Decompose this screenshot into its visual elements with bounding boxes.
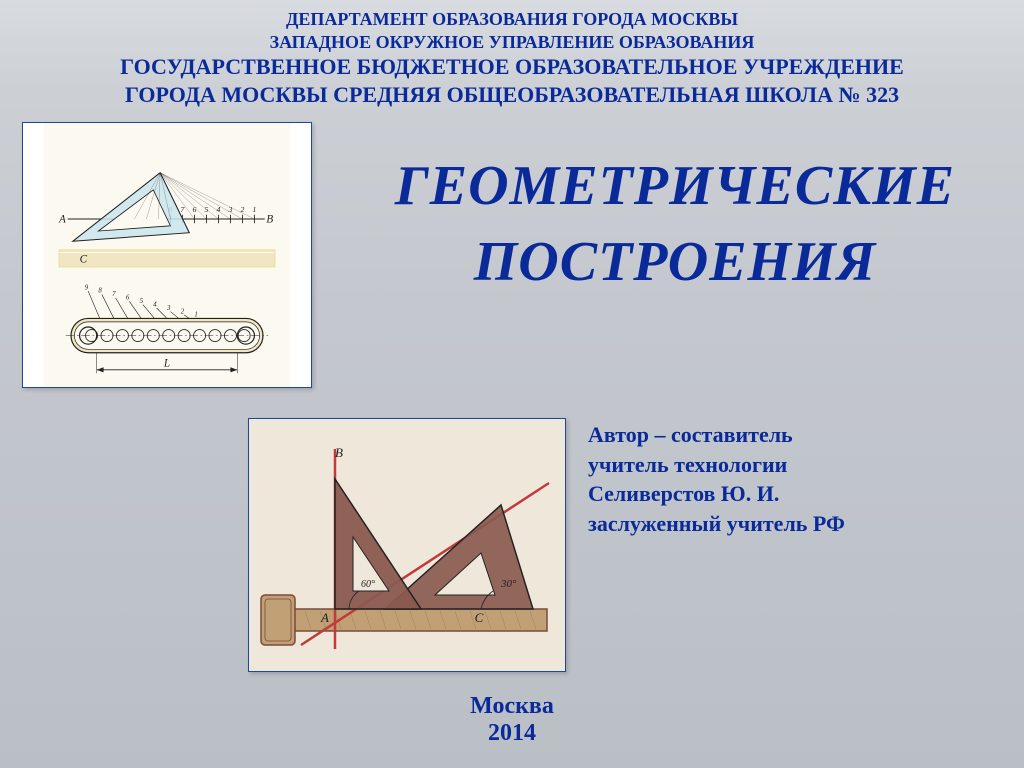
figure-triangle-diagram: А В С 60° 30° (248, 418, 566, 672)
svg-text:30°: 30° (500, 578, 517, 590)
svg-text:3: 3 (166, 305, 171, 312)
svg-text:5: 5 (140, 298, 144, 305)
svg-text:4: 4 (153, 301, 157, 308)
header-block: ДЕПАРТАМЕНТ ОБРАЗОВАНИЯ ГОРОДА МОСКВЫ ЗА… (0, 8, 1024, 108)
author-l2: учитель технологии (588, 450, 968, 480)
svg-text:В: В (266, 213, 273, 225)
header-line-4: ГОРОДА МОСКВЫ СРЕДНЯЯ ОБЩЕОБРАЗОВАТЕЛЬНА… (0, 81, 1024, 109)
svg-text:А: А (320, 610, 329, 625)
svg-text:А: А (58, 213, 66, 225)
title-line-2: ПОСТРОЕНИЯ (340, 218, 1010, 308)
svg-text:С: С (475, 610, 484, 625)
svg-text:7: 7 (112, 291, 116, 298)
header-line-3: ГОСУДАРСТВЕННОЕ БЮДЖЕТНОЕ ОБРАЗОВАТЕЛЬНО… (0, 53, 1024, 81)
author-l3: Селиверстов Ю. И. (588, 479, 968, 509)
main-title: ГЕОМЕТРИЧЕСКИЕ ПОСТРОЕНИЯ (340, 156, 1010, 307)
svg-text:6: 6 (192, 205, 196, 214)
header-line-2: ЗАПАДНОЕ ОКРУЖНОЕ УПРАВЛЕНИЕ ОБРАЗОВАНИЯ (0, 31, 1024, 54)
svg-text:1: 1 (252, 205, 256, 214)
svg-text:8: 8 (98, 288, 102, 295)
author-l4: заслуженный учитель РФ (588, 509, 968, 539)
svg-text:6: 6 (126, 295, 130, 302)
svg-text:2: 2 (181, 308, 185, 315)
svg-text:9: 9 (85, 284, 89, 291)
svg-text:2: 2 (240, 205, 244, 214)
header-line-1: ДЕПАРТАМЕНТ ОБРАЗОВАНИЯ ГОРОДА МОСКВЫ (0, 8, 1024, 31)
svg-text:L: L (163, 357, 170, 369)
footer-block: Москва 2014 (0, 693, 1024, 746)
footer-year: 2014 (0, 720, 1024, 746)
footer-city: Москва (0, 693, 1024, 719)
figure-divider-diagram: 1234567891011АВС987654321L (22, 122, 312, 388)
author-l1: Автор – составитель (588, 420, 968, 450)
svg-text:С: С (80, 254, 88, 266)
svg-text:60°: 60° (361, 579, 375, 590)
author-block: Автор – составитель учитель технологии С… (588, 420, 968, 539)
title-line-1: ГЕОМЕТРИЧЕСКИЕ (340, 156, 1010, 218)
svg-text:В: В (335, 445, 343, 460)
svg-text:1: 1 (194, 312, 197, 319)
